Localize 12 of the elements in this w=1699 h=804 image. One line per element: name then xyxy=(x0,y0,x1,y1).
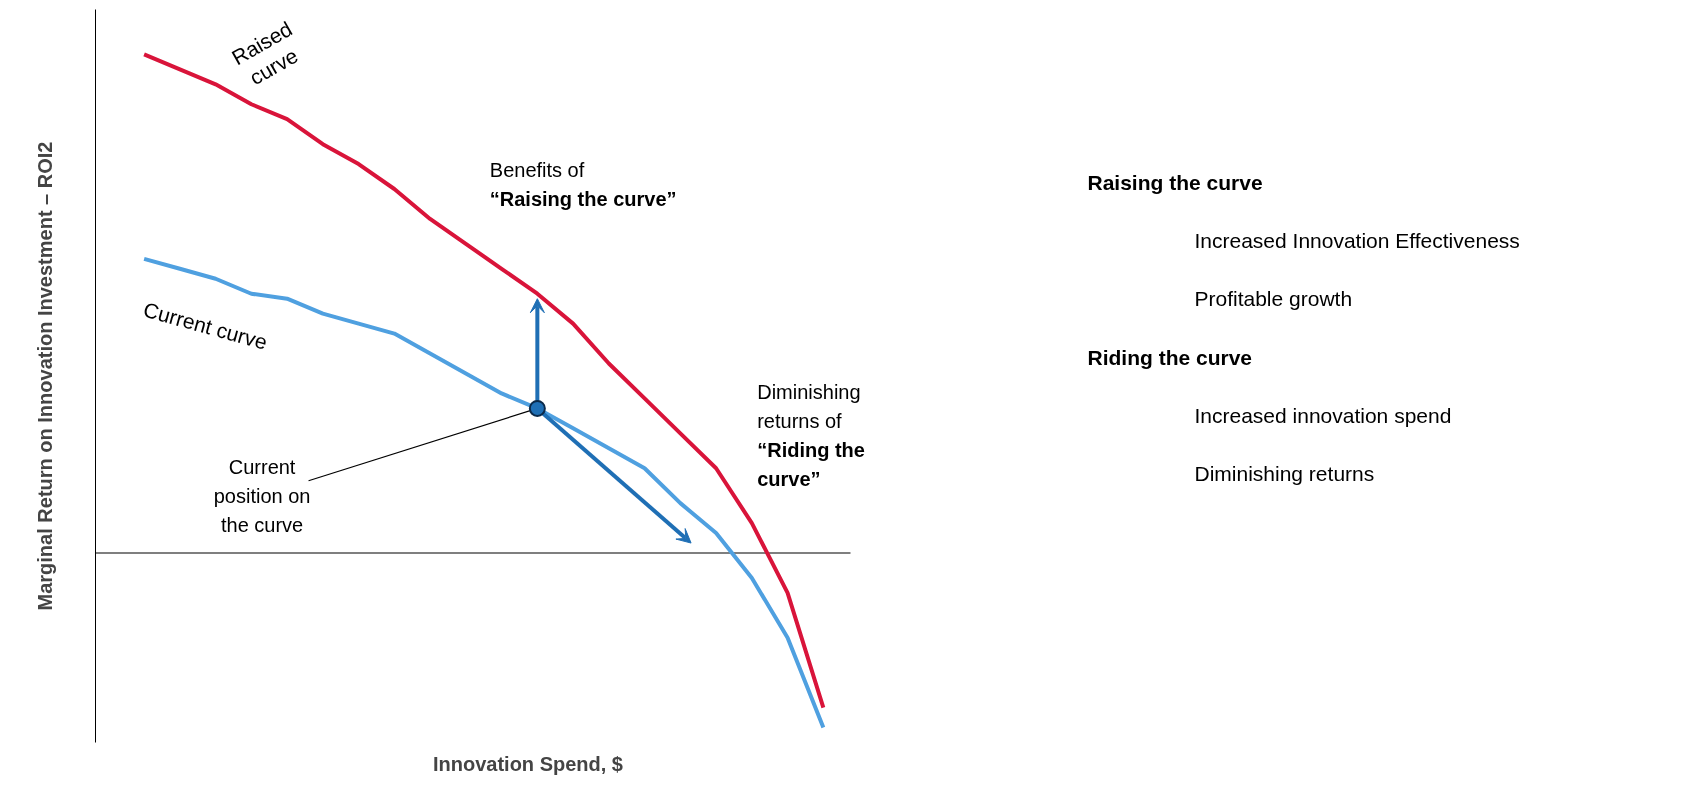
x-axis-title: Innovation Spend, $ xyxy=(433,752,624,775)
text: Increased innovation spend xyxy=(1194,404,1452,427)
text: Diminishing returns xyxy=(1194,462,1375,485)
annotation: Diminishing returns of “Riding the curve” xyxy=(757,380,865,490)
y-axis-title: Marginal Return on Innovation Investment – ROI2 xyxy=(33,141,56,611)
annotation: Benefits of “Raising the curve” xyxy=(489,159,677,211)
text: Current curve xyxy=(141,297,270,354)
text: Raising the curve xyxy=(1087,171,1263,194)
annotation: Current position on the curve xyxy=(213,455,311,536)
text: Increased Innovation Effectiveness xyxy=(1194,229,1520,252)
text: Riding the curve xyxy=(1087,346,1253,369)
text: Profitable growth xyxy=(1194,287,1353,310)
